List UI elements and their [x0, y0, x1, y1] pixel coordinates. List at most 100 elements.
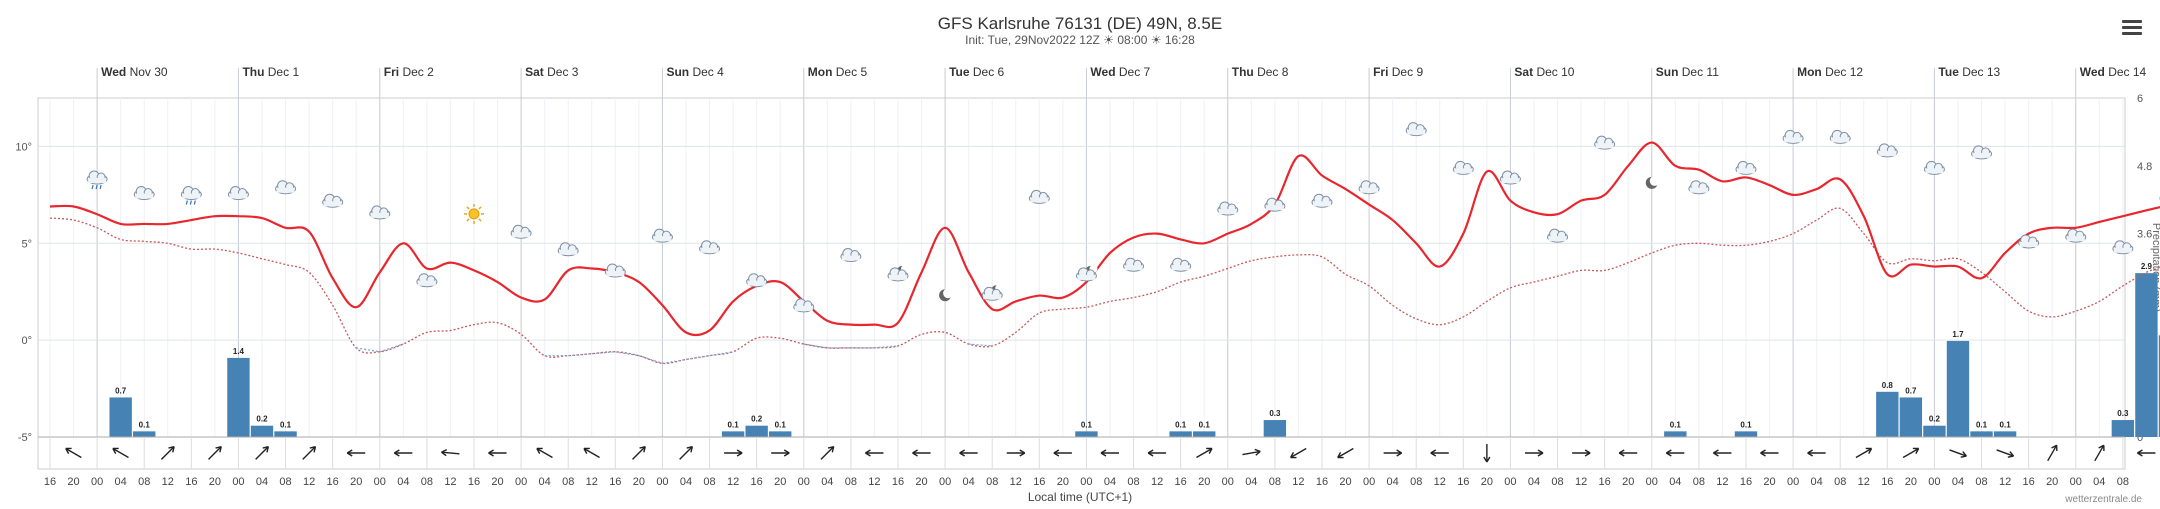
cloud-fill	[1407, 129, 1426, 135]
moon-cloud-icon	[887, 264, 909, 282]
precip-bar-label: 0.1	[1740, 420, 1752, 429]
wind-arrow-shaft	[1949, 449, 1967, 457]
precip-bar	[2111, 420, 2135, 437]
wind-arrow-shaft	[2094, 444, 2105, 462]
day-label: Sun Dec 11	[1656, 65, 1719, 79]
day-label: Tue Dec 6	[949, 65, 1004, 79]
hour-tick-label: 04	[1528, 476, 1540, 488]
rain-drop	[185, 200, 188, 205]
wind-arrow-shaft	[1902, 447, 1920, 459]
temp-axis-label: 0°	[21, 335, 32, 347]
sun-disc	[468, 208, 480, 220]
cloud-fill	[794, 305, 813, 311]
day-label: Mon Dec 12	[1797, 65, 1863, 79]
cloud-icon	[604, 263, 626, 278]
cloud-icon	[510, 224, 532, 239]
temp-axis-label: 10°	[15, 141, 32, 153]
precip-bar-label: 1.4	[233, 347, 245, 356]
wind-arrow-head	[783, 449, 790, 457]
hour-tick-label: 20	[67, 476, 79, 488]
precip-axis-title: Precipitation (mm)	[2150, 223, 2160, 312]
cloud-fill	[182, 193, 201, 199]
day-label: Fri Dec 9	[1373, 65, 1423, 79]
dewpoint-series-line	[49, 207, 2160, 365]
wind-arrow-icon	[959, 449, 978, 457]
hour-tick-label: 16	[1599, 476, 1611, 488]
cloud-fill	[983, 294, 1002, 300]
hour-tick-label: 16	[1033, 476, 1045, 488]
cloud-fill	[1972, 152, 1991, 158]
wind-arrow-head	[2098, 444, 2105, 452]
precip-bar	[1899, 397, 1923, 437]
hour-tick-label: 20	[209, 476, 221, 488]
wind-arrow-icon	[441, 449, 460, 457]
sun-icon	[463, 203, 484, 224]
hour-tick-label: 12	[1010, 476, 1022, 488]
chart-subtitle: Init: Tue, 29Nov2022 12Z ☀ 08:00 ☀ 16:28	[0, 33, 2160, 47]
hour-tick-label: 16	[609, 476, 621, 488]
hour-tick-label: 04	[1245, 476, 1257, 488]
rain-drop	[193, 200, 196, 205]
wind-arrow-head	[1760, 449, 1766, 457]
wind-arrow-icon	[724, 449, 743, 457]
wind-arrow-shaft	[536, 447, 553, 459]
day-label: Fri Dec 2	[384, 65, 434, 79]
cloud-fill	[747, 280, 766, 286]
wind-arrow-shaft	[2047, 444, 2058, 462]
wind-arrow-head	[262, 445, 270, 453]
hamburger-menu-icon[interactable]	[2122, 20, 2142, 36]
cloud-fill	[653, 236, 672, 242]
cloud-icon	[557, 242, 579, 257]
hour-tick-label: 08	[421, 476, 433, 488]
wind-arrow-icon	[1572, 449, 1591, 457]
hour-tick-label: 12	[1858, 476, 1870, 488]
cloud-icon	[2112, 240, 2134, 255]
day-label: Thu Dec 8	[1232, 65, 1289, 79]
precip-axis-label: 0	[2137, 432, 2143, 444]
hour-tick-label: 16	[2023, 476, 2035, 488]
hour-tick-label: 12	[868, 476, 880, 488]
hour-tick-label: 16	[892, 476, 904, 488]
wind-arrow-head	[2137, 449, 2143, 457]
precip-bar-label: 0.7	[1905, 386, 1917, 395]
precip-bar	[1970, 431, 1993, 437]
hour-tick-label: 04	[1952, 476, 1964, 488]
cloud-fill	[1595, 143, 1614, 149]
hour-tick-label: 00	[656, 476, 668, 488]
precip-bar-label: 0.1	[1175, 420, 1187, 429]
hour-tick-label: 00	[1363, 476, 1375, 488]
wind-arrow-icon	[1196, 447, 1213, 459]
hour-tick-label: 08	[1410, 476, 1422, 488]
hour-tick-label: 04	[2093, 476, 2105, 488]
precip-bar-label: 0.2	[751, 415, 763, 424]
wind-arrow-icon	[255, 445, 270, 460]
hour-tick-label: 12	[1999, 476, 2011, 488]
wind-arrow-icon	[536, 447, 553, 459]
cloud-icon	[1547, 228, 1569, 243]
wind-arrow-shaft	[1855, 447, 1872, 459]
hour-tick-label: 08	[1127, 476, 1139, 488]
hour-tick-label: 20	[633, 476, 645, 488]
hour-tick-label: 08	[1269, 476, 1281, 488]
hour-tick-label: 20	[1763, 476, 1775, 488]
cloud-fill	[1360, 187, 1379, 193]
wind-arrow-icon	[679, 445, 694, 460]
cloud-icon	[1735, 160, 1757, 175]
cloud-fill	[1030, 197, 1049, 203]
precip-bar	[1193, 431, 1216, 437]
wind-arrow-icon	[1290, 447, 1307, 459]
x-axis-title: Local time (UTC+1)	[1027, 490, 1133, 504]
wind-arrow-head	[1019, 449, 1026, 457]
wind-arrow-icon	[583, 447, 600, 459]
hour-tick-label: 04	[115, 476, 127, 488]
moon-cutout	[1649, 175, 1660, 186]
precip-bar	[1876, 391, 1899, 437]
cloud-icon	[416, 273, 438, 288]
hour-tick-label: 12	[1575, 476, 1587, 488]
hour-tick-label: 04	[539, 476, 551, 488]
cloud-fill	[88, 178, 107, 184]
hour-tick-label: 00	[1504, 476, 1516, 488]
hour-tick-label: 08	[1834, 476, 1846, 488]
cloud-icon	[1594, 135, 1616, 150]
precip-bar	[1993, 431, 2017, 437]
